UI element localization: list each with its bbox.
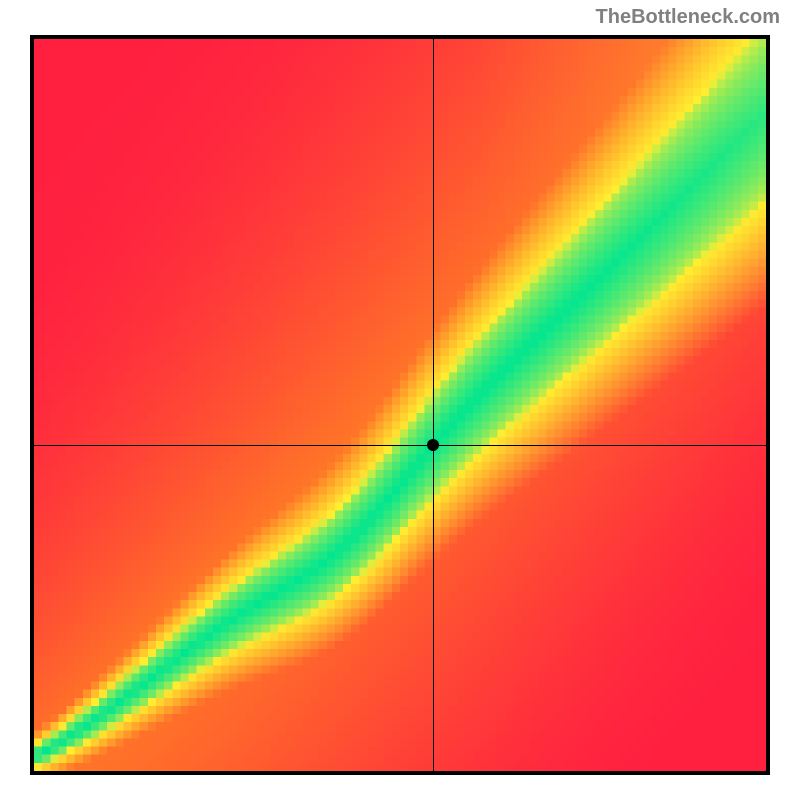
crosshair-horizontal xyxy=(34,445,766,446)
chart-container: TheBottleneck.com xyxy=(0,0,800,800)
crosshair-vertical xyxy=(433,39,434,771)
heatmap-canvas xyxy=(34,39,766,771)
crosshair-point xyxy=(427,439,439,451)
plot-area xyxy=(30,35,770,775)
watermark-text: TheBottleneck.com xyxy=(596,6,780,29)
